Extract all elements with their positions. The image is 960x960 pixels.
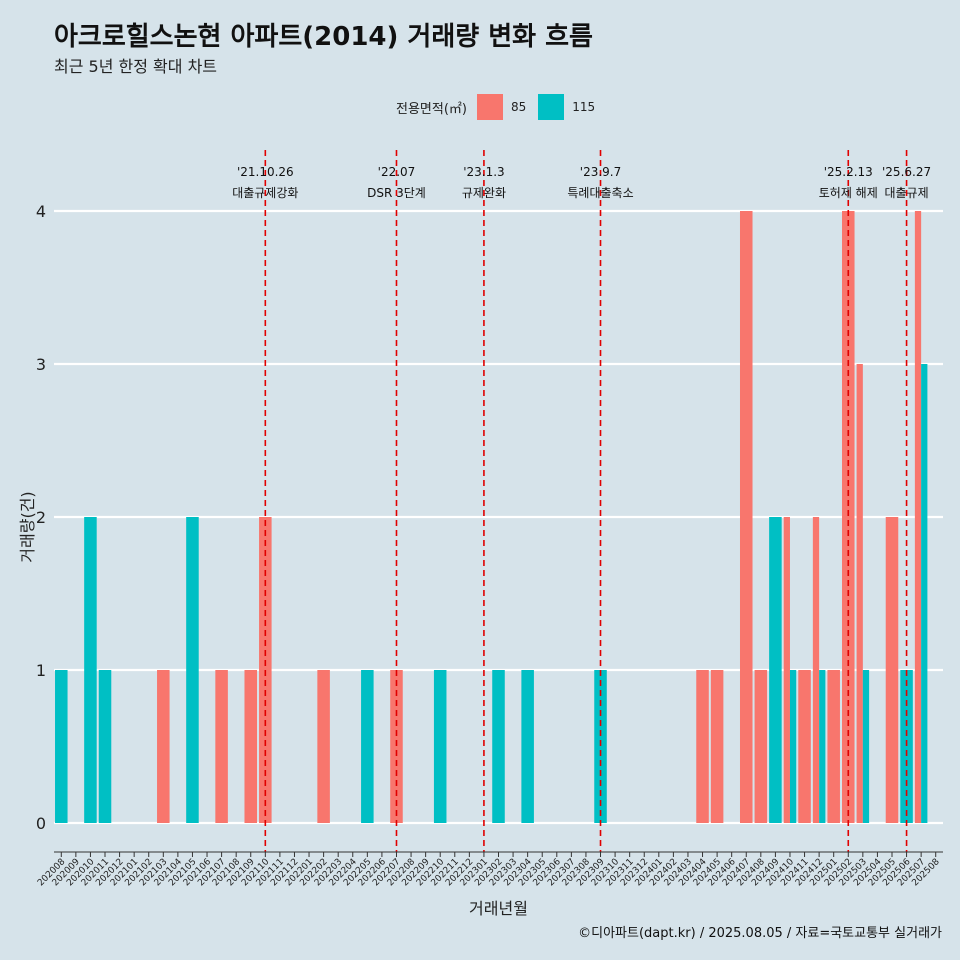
bar (433, 670, 447, 823)
legend-label-85: 85 (510, 100, 527, 114)
annotation-date: '21.10.26 (237, 165, 294, 179)
caption: ©디아파트(dapt.kr) / 2025.08.05 / 자료=국토교통부 실… (578, 926, 942, 941)
bar (812, 517, 820, 823)
bar (842, 211, 855, 823)
bar (98, 670, 112, 823)
bar (317, 670, 330, 823)
bar (710, 670, 724, 823)
annotation-label: 대출규제 (884, 186, 928, 200)
bar (789, 670, 797, 823)
bar (157, 670, 170, 823)
x-axis-title: 거래년월 (469, 899, 528, 918)
annotation-label: 대출규제강화 (232, 186, 298, 200)
annotation-date: '23.9.7 (580, 165, 621, 179)
bar (361, 670, 374, 823)
y-tick-label: 1 (36, 661, 46, 680)
bar (696, 670, 709, 823)
bar (492, 670, 505, 823)
bar (856, 364, 863, 823)
legend: 전용면적(㎡) 85 115 (396, 94, 607, 120)
annotation-date: '22.07 (378, 165, 416, 179)
y-tick-label: 0 (36, 814, 46, 833)
bar (827, 670, 840, 823)
bar (862, 670, 870, 823)
bar (819, 670, 826, 823)
annotation-date: '25.6.27 (882, 165, 931, 179)
bar (900, 670, 913, 823)
y-axis-title: 거래량(건) (18, 491, 37, 562)
chart-title: 아크로힐스논현 아파트(2014) 거래량 변화 흐름 (54, 22, 593, 52)
bar (55, 670, 68, 823)
bar (390, 670, 403, 823)
bar (769, 517, 782, 823)
bar (783, 517, 790, 823)
bar (594, 670, 607, 823)
annotation-label: 규제완화 (462, 186, 506, 200)
bar (921, 364, 928, 823)
chart-subtitle: 최근 5년 한정 확대 차트 (54, 57, 218, 76)
bar (521, 670, 534, 823)
bar (244, 670, 258, 823)
legend-title: 전용면적(㎡) (396, 101, 467, 117)
y-tick-label: 2 (36, 508, 46, 527)
bar (186, 517, 199, 823)
legend-swatch-85 (476, 94, 503, 120)
annotation-label: 특례대출축소 (567, 186, 633, 200)
legend-swatch-115 (538, 94, 565, 120)
annotation-label: DSR 3단계 (367, 186, 426, 200)
bar (914, 211, 922, 823)
bar (215, 670, 228, 823)
annotation-date: '25.2.13 (824, 165, 873, 179)
annotation-date: '23.1.3 (463, 165, 504, 179)
y-tick-label: 4 (36, 202, 46, 221)
bar (885, 517, 899, 823)
bar (739, 211, 753, 823)
legend-label-115: 115 (572, 100, 596, 114)
bar (84, 517, 97, 823)
bar (798, 670, 811, 823)
annotation-label: 토허제 해제 (819, 186, 878, 200)
y-tick-label: 3 (36, 355, 46, 374)
bar (754, 670, 768, 823)
